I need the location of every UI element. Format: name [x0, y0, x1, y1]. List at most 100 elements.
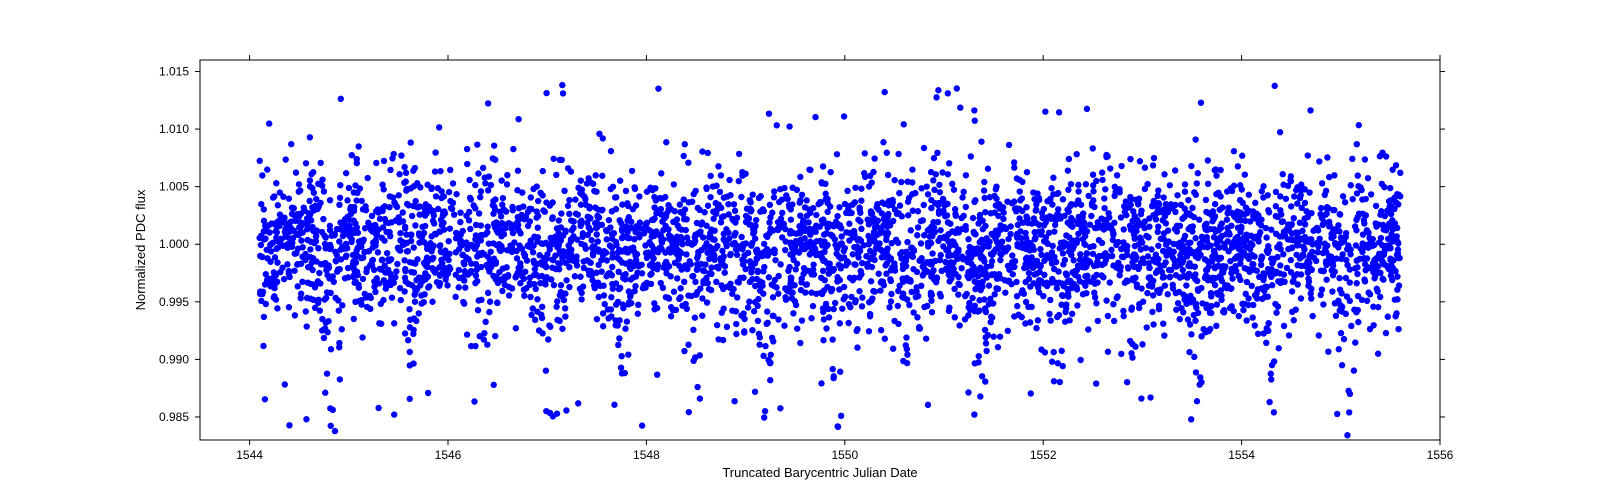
data-point [1215, 244, 1221, 250]
data-point [1000, 209, 1006, 215]
data-point [1031, 229, 1037, 235]
data-point [1191, 354, 1197, 360]
data-point [442, 276, 448, 282]
data-point [383, 285, 389, 291]
data-point [852, 262, 858, 268]
data-point [1318, 292, 1324, 298]
data-point [743, 240, 749, 246]
data-point [273, 246, 279, 252]
data-point [1259, 296, 1265, 302]
data-point [945, 253, 951, 259]
data-point [848, 210, 854, 216]
data-point [535, 198, 541, 204]
data-point [1019, 240, 1025, 246]
data-point [1344, 432, 1350, 438]
data-point [1050, 175, 1056, 181]
data-point [566, 257, 572, 263]
data-point [332, 231, 338, 237]
data-point [1036, 222, 1042, 228]
data-point [963, 291, 969, 297]
data-point [1281, 271, 1287, 277]
data-point [1084, 251, 1090, 257]
data-point [982, 223, 988, 229]
data-point [586, 272, 592, 278]
data-point [1387, 185, 1393, 191]
data-point [355, 282, 361, 288]
data-point [1354, 190, 1360, 196]
data-point [937, 227, 943, 233]
data-point [1219, 204, 1225, 210]
data-point [678, 226, 684, 232]
data-point [859, 294, 865, 300]
data-point [889, 197, 895, 203]
data-point [1038, 231, 1044, 237]
data-point [1281, 323, 1287, 329]
chart-svg: 1544154615481550155215541556 0.9850.9900… [0, 0, 1600, 500]
data-point [499, 202, 505, 208]
data-point [1128, 306, 1134, 312]
data-point [969, 267, 975, 273]
data-point [1155, 243, 1161, 249]
data-point [1085, 326, 1091, 332]
data-point [296, 181, 302, 187]
data-point [573, 211, 579, 217]
data-point [578, 296, 584, 302]
data-point [624, 318, 630, 324]
data-point [747, 258, 753, 264]
data-point [636, 193, 642, 199]
data-point [468, 260, 474, 266]
data-point [993, 183, 999, 189]
data-point [996, 201, 1002, 207]
data-point [951, 187, 957, 193]
data-point [1252, 322, 1258, 328]
data-point [1048, 185, 1054, 191]
data-point [1108, 247, 1114, 253]
data-point [1266, 209, 1272, 215]
data-point [966, 300, 972, 306]
data-point [594, 316, 600, 322]
data-point [1338, 330, 1344, 336]
data-point [1371, 257, 1377, 263]
data-point [1160, 217, 1166, 223]
data-point [516, 205, 522, 211]
data-point [1004, 198, 1010, 204]
data-point [707, 194, 713, 200]
data-point [733, 331, 739, 337]
data-point [1286, 227, 1292, 233]
data-point [921, 232, 927, 238]
data-point [539, 315, 545, 321]
data-point [1060, 244, 1066, 250]
data-point [358, 297, 364, 303]
data-point [404, 240, 410, 246]
data-point [1205, 277, 1211, 283]
data-point [1385, 236, 1391, 242]
data-point [475, 236, 481, 242]
data-point [531, 272, 537, 278]
data-point [492, 333, 498, 339]
data-point [1302, 215, 1308, 221]
data-point [1019, 179, 1025, 185]
data-point [1228, 210, 1234, 216]
data-point [838, 413, 844, 419]
data-point [1255, 331, 1261, 337]
data-point [700, 234, 706, 240]
data-point [398, 297, 404, 303]
data-point [321, 296, 327, 302]
data-point [453, 249, 459, 255]
data-point [1305, 152, 1311, 158]
data-point [1372, 220, 1378, 226]
data-point [319, 182, 325, 188]
data-point [870, 169, 876, 175]
data-point [785, 288, 791, 294]
data-point [446, 189, 452, 195]
data-point [1376, 239, 1382, 245]
data-point [618, 353, 624, 359]
data-point [1151, 155, 1157, 161]
data-point [296, 188, 302, 194]
data-point [400, 209, 406, 215]
data-point [932, 229, 938, 235]
data-point [452, 294, 458, 300]
data-point [1277, 129, 1283, 135]
data-point [394, 261, 400, 267]
data-point [1348, 323, 1354, 329]
